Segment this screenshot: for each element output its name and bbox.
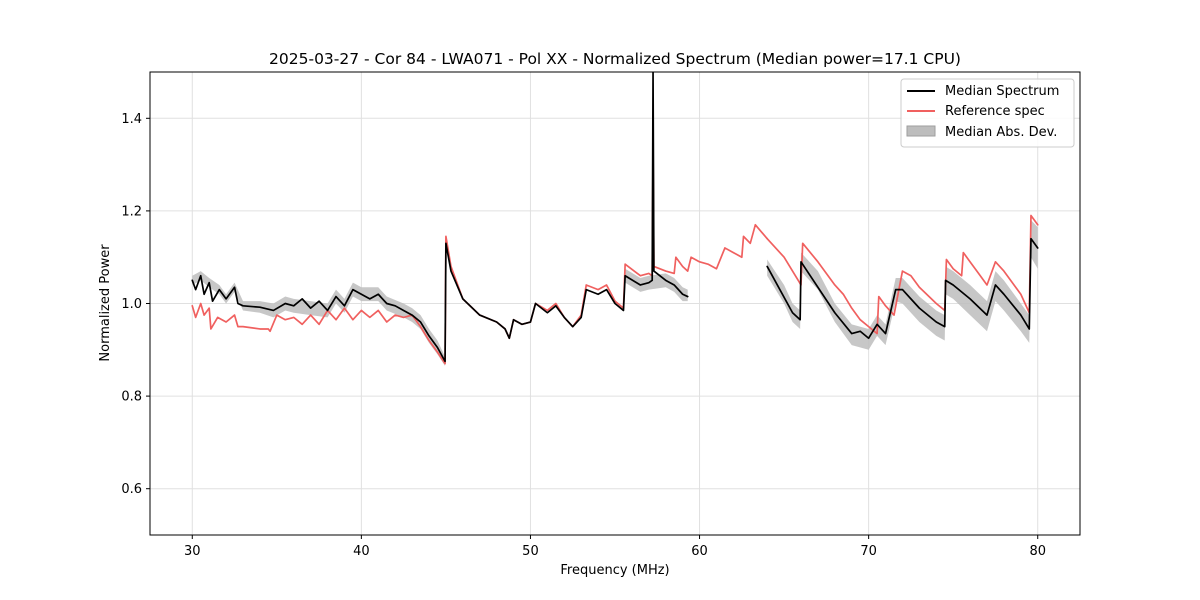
reference-spectrum-line — [766, 214, 1039, 335]
legend-box — [900, 78, 1075, 148]
y-axis-label: Normalized Power — [98, 244, 113, 362]
legend-mad-swatch — [906, 125, 936, 137]
mad-band-layer — [192, 220, 1038, 367]
mad-band — [192, 271, 446, 367]
y-tick-label: 0.6 — [121, 482, 142, 497]
x-axis-ticks: 30 40 50 60 70 80 — [184, 535, 1046, 559]
mad-band — [625, 268, 688, 302]
y-axis-ticks: 0.6 0.8 1.0 1.2 1.4 — [121, 112, 150, 497]
x-tick-label: 40 — [353, 544, 370, 559]
legend-mad-label: Median Abs. Dev. — [945, 125, 1057, 140]
x-axis-label: Frequency (MHz) — [560, 563, 669, 578]
x-tick-label: 80 — [1029, 544, 1046, 559]
mad-band — [767, 220, 1038, 350]
x-tick-label: 70 — [860, 544, 877, 559]
reference-line-layer — [191, 147, 1039, 365]
y-tick-label: 1.2 — [121, 204, 142, 219]
y-tick-label: 0.8 — [121, 390, 142, 405]
x-tick-label: 50 — [522, 544, 539, 559]
legend-reference-label: Reference spec — [945, 104, 1045, 119]
median-spectrum-line — [191, 72, 689, 363]
chart-title: 2025-03-27 - Cor 84 - LWA071 - Pol XX - … — [269, 50, 961, 68]
y-tick-label: 1.0 — [121, 297, 142, 312]
legend-median-label: Median Spectrum — [945, 84, 1059, 99]
median-line-layer — [191, 72, 1039, 363]
legend: Median Spectrum Reference spec Median Ab… — [900, 78, 1075, 148]
reference-spectrum-line — [191, 147, 769, 365]
y-tick-label: 1.4 — [121, 112, 142, 127]
x-tick-label: 30 — [184, 544, 201, 559]
median-spectrum-line — [766, 237, 1039, 340]
x-tick-label: 60 — [691, 544, 708, 559]
